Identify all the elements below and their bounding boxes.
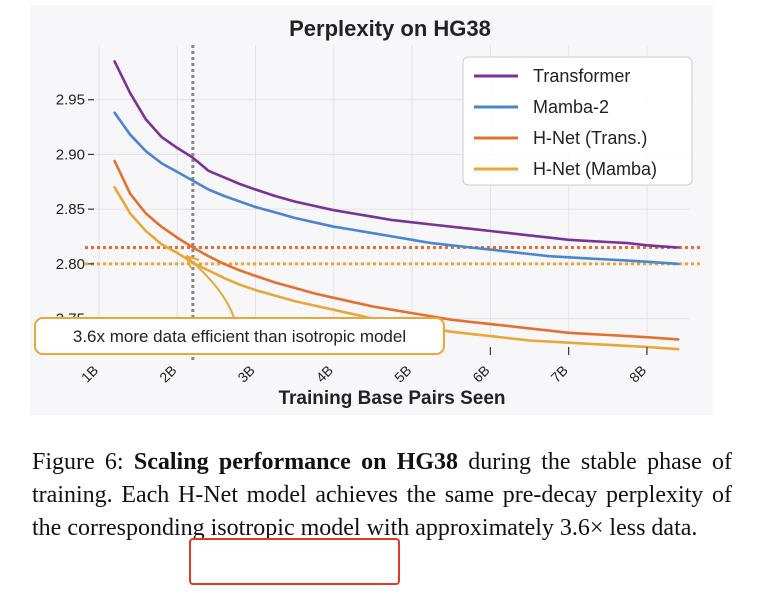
legend-label: Mamba-2 xyxy=(533,97,609,117)
y-tick-label: 2.95 xyxy=(56,92,85,109)
series-line-h-net-trans xyxy=(113,159,680,341)
annotation: 3.6x more data efficient than isotropic … xyxy=(34,255,445,355)
legend-box xyxy=(462,56,693,186)
figure-caption: Figure 6: Scaling performance on HG38 du… xyxy=(32,446,732,545)
annotation-arrow xyxy=(185,255,235,319)
legend: Transformer Mamba-2 H-Net (Trans.) H-Net (M… xyxy=(462,56,693,186)
x-axis-label: Training Base Pairs Seen xyxy=(278,388,505,409)
annotation-box xyxy=(34,317,445,355)
legend-label: H-Net (Trans.) xyxy=(533,128,647,148)
caption-bold: Scaling performance on HG38 xyxy=(133,449,459,475)
chart-title: Perplexity on HG38 xyxy=(289,16,491,41)
series-line-mamba-2 xyxy=(113,111,680,266)
caption-text: during the stable phase of training. Eac… xyxy=(32,449,733,541)
reference-lines xyxy=(85,45,703,360)
caption-prefix: Figure 6: xyxy=(32,449,134,475)
annotation-text: 3.6x more data efficient than isotropic … xyxy=(73,327,406,346)
series-line-transformer xyxy=(113,60,680,249)
y-tick-label: 2.80 xyxy=(56,256,85,273)
caption-highlight: 3.6× less data. xyxy=(559,515,698,541)
highlight-box xyxy=(189,538,400,585)
legend-label: Transformer xyxy=(533,66,630,86)
legend-label: H-Net (Mamba) xyxy=(533,159,657,179)
y-tick-label: 2.90 xyxy=(56,146,85,163)
annotation-arrowhead xyxy=(185,255,200,269)
y-tick-label: 2.85 xyxy=(56,201,85,218)
